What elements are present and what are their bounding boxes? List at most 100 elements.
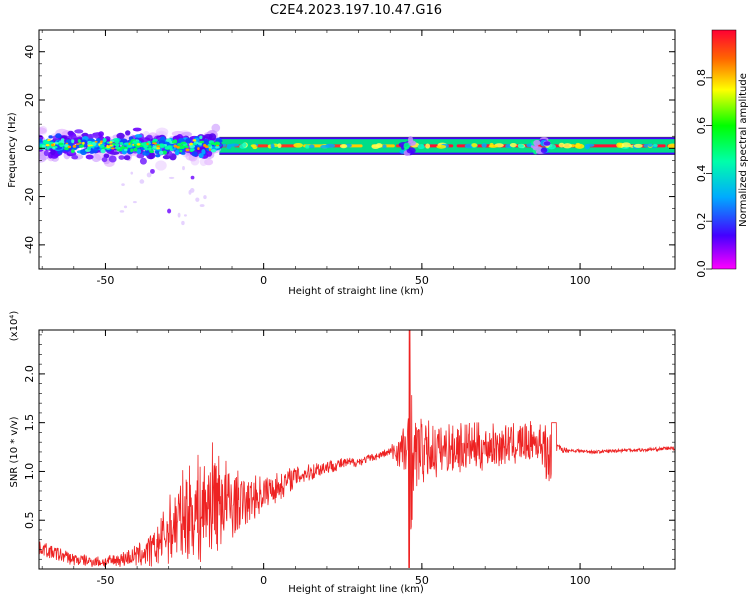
spectrogram-noise-blob xyxy=(94,140,98,143)
spectrogram-speckle xyxy=(190,175,195,180)
spectrogram-band-edge-bottom xyxy=(219,152,675,155)
spectrogram-noise-blob xyxy=(154,150,160,154)
spectrogram-noise-blob xyxy=(210,142,215,145)
spectrogram-speckle xyxy=(119,210,125,213)
spectrogram-noise-blob xyxy=(70,149,75,154)
spectrogram-blob xyxy=(425,143,431,149)
spectrogram-noise-blob xyxy=(132,127,142,132)
spectrogram-blob xyxy=(339,144,348,149)
spectrogram-noise-blob xyxy=(180,146,185,149)
snr-series-line xyxy=(39,330,675,569)
spectrogram-noise-blob xyxy=(46,146,50,150)
snr-ticks: -50 0 50 100 0.5 1.0 1.5 2.0 xyxy=(23,330,676,587)
colorbar-tick-label: 0.0 xyxy=(695,260,708,278)
spectrogram-noise-blob xyxy=(45,140,50,145)
snr-ylabel: SNR (10 * v/v) xyxy=(9,416,20,487)
spectrogram-blob xyxy=(320,144,330,149)
chart-title: C2E4.2023.197.10.47.G16 xyxy=(270,3,442,18)
spectrogram-ytick-label: -40 xyxy=(23,236,36,254)
spectrogram-noise-blob xyxy=(184,145,189,149)
spectrogram-blob xyxy=(585,143,595,147)
spectrogram-noise-blob xyxy=(132,143,135,146)
spectrogram-disturbance xyxy=(532,146,543,151)
colorbar-gradient xyxy=(712,30,736,269)
snr-xtick-label: -50 xyxy=(96,574,114,587)
spectrogram-noise-blob xyxy=(155,160,167,171)
spectrogram-noise-blob xyxy=(79,142,82,144)
spectrogram-noise-blob xyxy=(134,134,143,138)
spectrogram-noise-blob xyxy=(72,144,77,148)
spectrogram-blob xyxy=(647,143,653,148)
spectrogram-speckle xyxy=(203,195,207,200)
spectrogram-speckle xyxy=(139,179,145,184)
spectrogram-noise-blob xyxy=(125,130,131,136)
spectrogram-ytick-label: 40 xyxy=(23,45,36,59)
spectrogram-noise-blob xyxy=(52,146,56,150)
snr-ytick-label: 0.5 xyxy=(23,511,36,529)
spectrogram-noise-blob xyxy=(141,142,147,146)
spectrogram-noise-blob xyxy=(98,143,101,146)
spectrogram-noise-blob xyxy=(176,146,180,149)
spectrogram-noise-blob xyxy=(67,145,72,149)
spectrogram-noise-blob xyxy=(158,150,164,155)
spectrogram-blob xyxy=(417,144,425,150)
snr-plot: -50 0 50 100 0.5 1.0 1.5 2.0 Height of straight… xyxy=(9,311,676,595)
colorbar-label: Normalized spectral amplitude xyxy=(738,73,749,227)
spectrogram-noise-blob xyxy=(92,141,97,147)
spectrogram-noise-blob xyxy=(41,144,46,148)
spectrogram-blob xyxy=(242,142,247,148)
spectrogram-core-segment xyxy=(589,144,619,148)
spectrogram-xtick-label: 0 xyxy=(260,274,267,287)
snr-xtick-label: 0 xyxy=(260,574,267,587)
spectrogram-noise-blob xyxy=(55,133,62,139)
spectrogram-noise-blob xyxy=(199,157,208,167)
spectrogram-noise-blob xyxy=(208,148,212,151)
spectrogram-noise-blob xyxy=(176,143,183,146)
spectrogram-noise-blob xyxy=(165,138,172,143)
spectrogram-band-edge-top xyxy=(219,137,675,140)
spectrogram-noise-blob xyxy=(114,143,120,147)
spectrogram-noise-blob xyxy=(123,142,130,145)
spectrogram-speckle xyxy=(168,176,175,179)
spectrogram-noise-blob xyxy=(191,151,198,157)
spectrogram-speckle xyxy=(167,208,172,214)
spectrogram-disturbance xyxy=(407,140,417,146)
spectrogram-noise-blob xyxy=(64,143,69,148)
snr-xlabel: Height of straight line (km) xyxy=(288,584,424,595)
spectrogram-noise-blob xyxy=(177,138,185,143)
spectrogram-blob xyxy=(464,143,474,149)
spectrogram-noise-blob xyxy=(77,139,81,143)
spectrogram-blob xyxy=(562,143,573,149)
spectrogram-noise-blob xyxy=(78,144,84,148)
spectrogram-noise-blob xyxy=(101,157,108,163)
spectrogram-blob xyxy=(574,143,585,149)
spectrogram-noise-blob xyxy=(173,139,178,144)
spectrogram-speckle xyxy=(189,187,195,193)
spectrogram-noise-blob xyxy=(155,127,169,137)
spectrogram-disturbance xyxy=(540,147,548,154)
snr-frame xyxy=(38,329,676,570)
spectrogram-blob xyxy=(250,144,257,148)
spectrogram-noise-blob xyxy=(201,148,206,155)
spectrogram-blob xyxy=(471,143,478,148)
spectrogram-marks xyxy=(39,123,675,226)
spectrogram-noise-blob xyxy=(139,157,147,165)
spectrogram-noise-blob xyxy=(128,142,131,146)
spectrogram-blob xyxy=(481,143,487,148)
spectrogram-noise-blob xyxy=(76,143,80,145)
spectrogram-noise-blob xyxy=(199,135,203,140)
spectrogram-noise-blob xyxy=(118,155,125,160)
spectrogram-blob xyxy=(305,144,310,149)
spectrogram-speckle xyxy=(130,171,134,175)
snr-ytick-label: 1.5 xyxy=(23,414,36,432)
snr-ytick-label: 2.0 xyxy=(23,365,36,383)
spectrogram-noise-blob xyxy=(211,123,221,133)
snr-xtick-label: 100 xyxy=(570,574,591,587)
snr-xtick-label: 50 xyxy=(415,574,429,587)
spectrogram-speckle xyxy=(132,200,137,204)
spectrogram-speckle xyxy=(150,168,155,174)
spectrogram-noise-blob xyxy=(89,144,94,147)
spectrogram-blob xyxy=(270,143,275,149)
spectrogram-noise-blob xyxy=(100,148,106,154)
